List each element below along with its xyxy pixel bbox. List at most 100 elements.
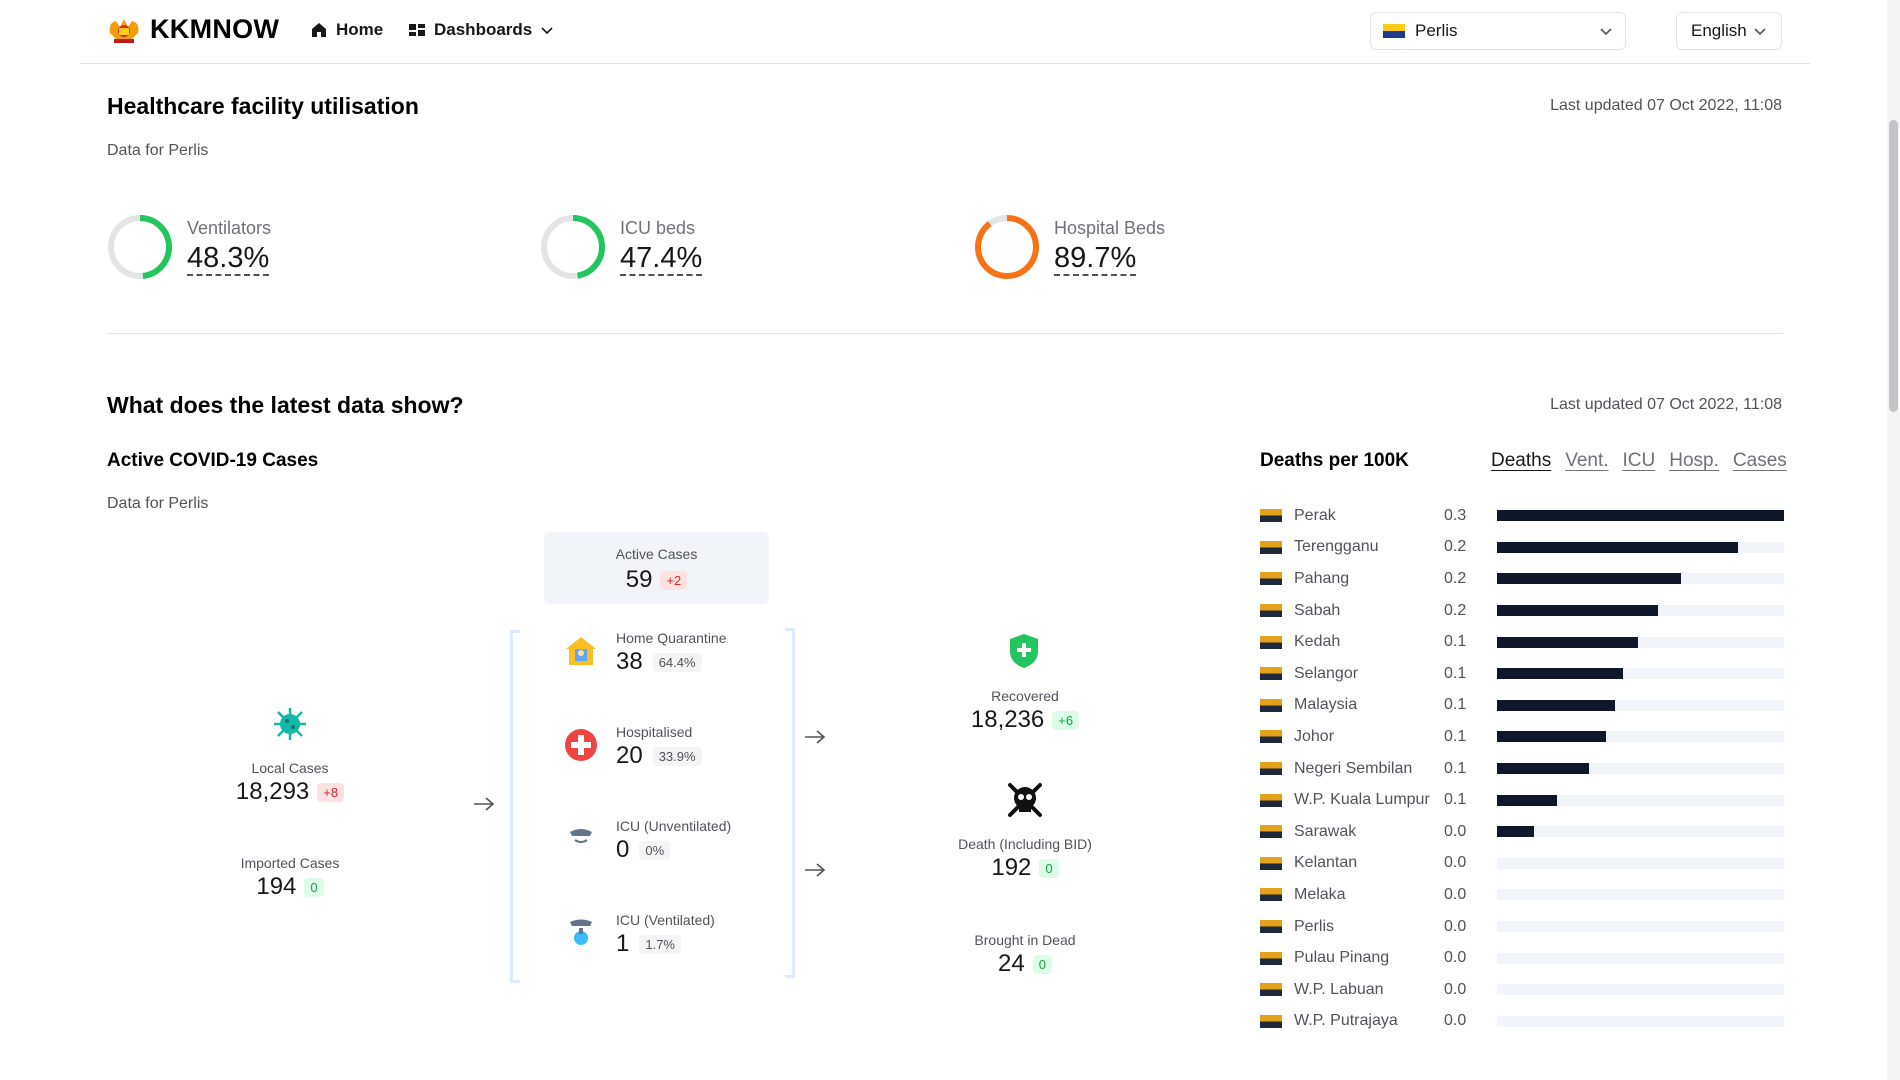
ranking-row: W.P. Labuan 0.0 [1260, 974, 1785, 1006]
ranking-value: 0.2 [1444, 569, 1467, 587]
latest-updated: Last updated 07 Oct 2022, 11:08 [1550, 396, 1782, 413]
ranking-value: 0.0 [1444, 949, 1467, 967]
ranking-state-name: Sarawak [1294, 822, 1357, 840]
ranking-bar-track [1497, 952, 1784, 964]
ranking-row: Pahang 0.2 [1260, 563, 1785, 595]
nav-dashboards-label: Dashboards [434, 20, 533, 39]
icu-ventilated-value: 1 [616, 930, 630, 957]
bid-stat: Brought in Dead 24 0 [930, 932, 1120, 978]
tab-cases[interactable]: Cases [1732, 450, 1787, 471]
ranking-bar-track [1497, 1015, 1784, 1027]
ranking-row: Selangor 0.1 [1260, 658, 1785, 690]
ranking-bar-track [1497, 699, 1784, 711]
state-flag-icon [1260, 635, 1282, 649]
ventilator-icon [570, 919, 592, 945]
home-quarantine-pct: 64.4% [652, 652, 702, 672]
utilisation-updated: Last updated 07 Oct 2022, 11:08 [1550, 97, 1782, 114]
ranking-bar-fill [1497, 510, 1784, 522]
icu-bed-icon [570, 829, 592, 843]
ranking-row: W.P. Kuala Lumpur 0.1 [1260, 784, 1785, 816]
ranking-value: 0.1 [1444, 727, 1467, 745]
local-cases-value: 18,293 [235, 778, 310, 805]
hospital-beds-donut [975, 215, 1039, 279]
state-flag-icon [1260, 762, 1282, 776]
tab-icu[interactable]: ICU [1622, 450, 1656, 471]
ranking-state-name: Negeri Sembilan [1294, 759, 1413, 777]
ranking-state-name: W.P. Labuan [1294, 980, 1384, 998]
ranking-state-name: Johor [1294, 727, 1335, 745]
ranking-bar-track [1497, 573, 1784, 585]
scrollbar-thumb[interactable] [1889, 120, 1898, 412]
metric-tabs: Deaths Vent. ICU Hosp. Cases [1491, 450, 1787, 472]
hospitalised-pct: 33.9% [652, 746, 702, 766]
bracket-left [510, 630, 520, 983]
state-select[interactable]: Perlis [1370, 12, 1626, 50]
ranking-row: Malaysia 0.1 [1260, 690, 1785, 722]
ranking-bar-track [1497, 794, 1784, 806]
language-select[interactable]: English [1676, 12, 1782, 50]
ranking-state-name: Melaka [1294, 885, 1346, 903]
ventilators-value[interactable]: 48.3% [187, 242, 270, 276]
state-flag-icon [1260, 1014, 1282, 1028]
icu-beds-value[interactable]: 47.4% [620, 242, 703, 276]
ranking-state-name: Pahang [1294, 569, 1350, 587]
ventilators-stat: Ventilators 48.3% [107, 214, 271, 280]
nav-home-label: Home [336, 20, 384, 39]
nav-dashboards-menu[interactable]: Dashboards [408, 20, 554, 40]
ranking-state-name: Kedah [1294, 633, 1341, 651]
tab-vent[interactable]: Vent. [1565, 450, 1609, 471]
icu-beds-donut [541, 215, 605, 279]
ranking-row: Pulau Pinang 0.0 [1260, 942, 1785, 974]
state-flag-icon [1260, 856, 1282, 870]
bracket-right [785, 628, 795, 978]
ranking-bar-track [1497, 731, 1784, 743]
icu-beds-stat: ICU beds 47.4% [540, 214, 703, 280]
navbar: KKMNOW Home Dashboards Perlis English [80, 0, 1810, 64]
ranking-state-name: Malaysia [1294, 696, 1358, 714]
ranking-row: Sabah 0.2 [1260, 595, 1785, 627]
hospitalised-label: Hospitalised [616, 724, 693, 740]
home-quarantine-value: 38 [616, 648, 643, 675]
ranking-value: 0.1 [1444, 759, 1467, 777]
ranking-value: 0.2 [1444, 601, 1467, 619]
tab-hosp[interactable]: Hosp. [1669, 450, 1719, 471]
active-cases-subtitle: Data for Perlis [107, 495, 209, 512]
recovered-label: Recovered [991, 688, 1059, 704]
nav-home-link[interactable]: Home [310, 20, 383, 40]
recovered-stat: Recovered 18,236 +6 [930, 688, 1120, 734]
state-flag-icon [1260, 572, 1282, 586]
ranking-bar-track [1497, 636, 1784, 648]
ranking-value: 0.1 [1444, 633, 1467, 651]
ranking-row: Perlis 0.0 [1260, 911, 1785, 943]
state-flag-icon [1260, 951, 1282, 965]
ranking-state-name: Kelantan [1294, 854, 1358, 872]
ranking-state-name: Perak [1294, 506, 1336, 524]
ranking-value: 0.1 [1444, 791, 1467, 809]
local-cases-delta: +8 [317, 782, 345, 802]
hospital-beds-label: Hospital Beds [1054, 218, 1166, 239]
bid-delta: 0 [1032, 954, 1052, 974]
ranking-bar-fill [1497, 699, 1615, 711]
state-flag-icon [1260, 509, 1282, 523]
coat-of-arms-icon [109, 18, 139, 43]
ranking-bar-track [1497, 889, 1784, 901]
state-flag-icon [1260, 698, 1282, 712]
hospital-beds-value[interactable]: 89.7% [1054, 242, 1137, 276]
ranking-value: 0.0 [1444, 917, 1467, 935]
ranking-state-name: Selangor [1294, 664, 1359, 682]
ranking-value: 0.0 [1444, 885, 1467, 903]
icu-beds-label: ICU beds [620, 218, 696, 239]
active-cases-label: Active Cases [615, 546, 698, 562]
brand[interactable]: KKMNOW [106, 14, 279, 45]
ranking-bar-track [1497, 921, 1784, 933]
tab-deaths[interactable]: Deaths [1491, 450, 1552, 471]
home-icon [312, 23, 326, 37]
brand-name: KKMNOW [150, 14, 280, 44]
ranking-value: 0.0 [1444, 980, 1467, 998]
hospitalised-value: 20 [616, 742, 643, 769]
ranking-bar-fill [1497, 794, 1558, 806]
ranking-bar-track [1497, 984, 1784, 996]
bid-value: 24 [998, 950, 1025, 977]
ranking-bar-track [1497, 826, 1784, 838]
ranking-bar-fill [1497, 541, 1739, 553]
